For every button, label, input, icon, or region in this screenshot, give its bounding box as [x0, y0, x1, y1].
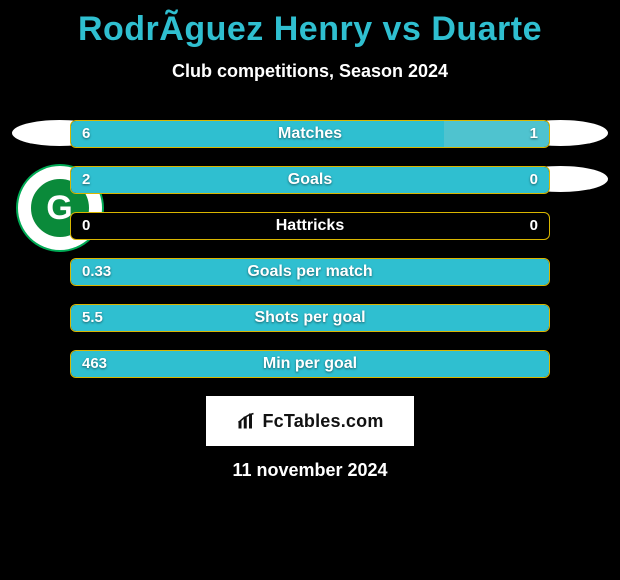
page-subtitle: Club competitions, Season 2024: [0, 61, 620, 82]
stat-row: Goals per match0.33: [70, 258, 550, 286]
stat-bar: [70, 350, 550, 378]
brand-icon: [236, 412, 256, 430]
stat-bar: [70, 258, 550, 286]
stat-row: Min per goal463: [70, 350, 550, 378]
stat-bar-left: [71, 351, 549, 377]
stat-row: Shots per goal5.5: [70, 304, 550, 332]
stat-bar: [70, 166, 550, 194]
stat-row: Hattricks00: [70, 212, 550, 240]
stat-bar-left: [71, 121, 444, 147]
stat-bar-left: [71, 259, 549, 285]
stat-bar-left: [71, 305, 549, 331]
brand-badge: FcTables.com: [206, 396, 414, 446]
stat-row: Goals20: [70, 166, 550, 194]
footer-date: 11 november 2024: [0, 460, 620, 481]
stat-bar: [70, 120, 550, 148]
page-title: RodrÃ­guez Henry vs Duarte: [0, 0, 620, 49]
stat-row: Matches61: [70, 120, 550, 148]
stat-bar-right: [444, 121, 549, 147]
stat-bar-left: [71, 167, 549, 193]
brand-text: FcTables.com: [262, 411, 383, 432]
stat-bar: [70, 304, 550, 332]
stat-bar: [70, 212, 550, 240]
page: RodrÃ­guez Henry vs Duarte Club competit…: [0, 0, 620, 580]
